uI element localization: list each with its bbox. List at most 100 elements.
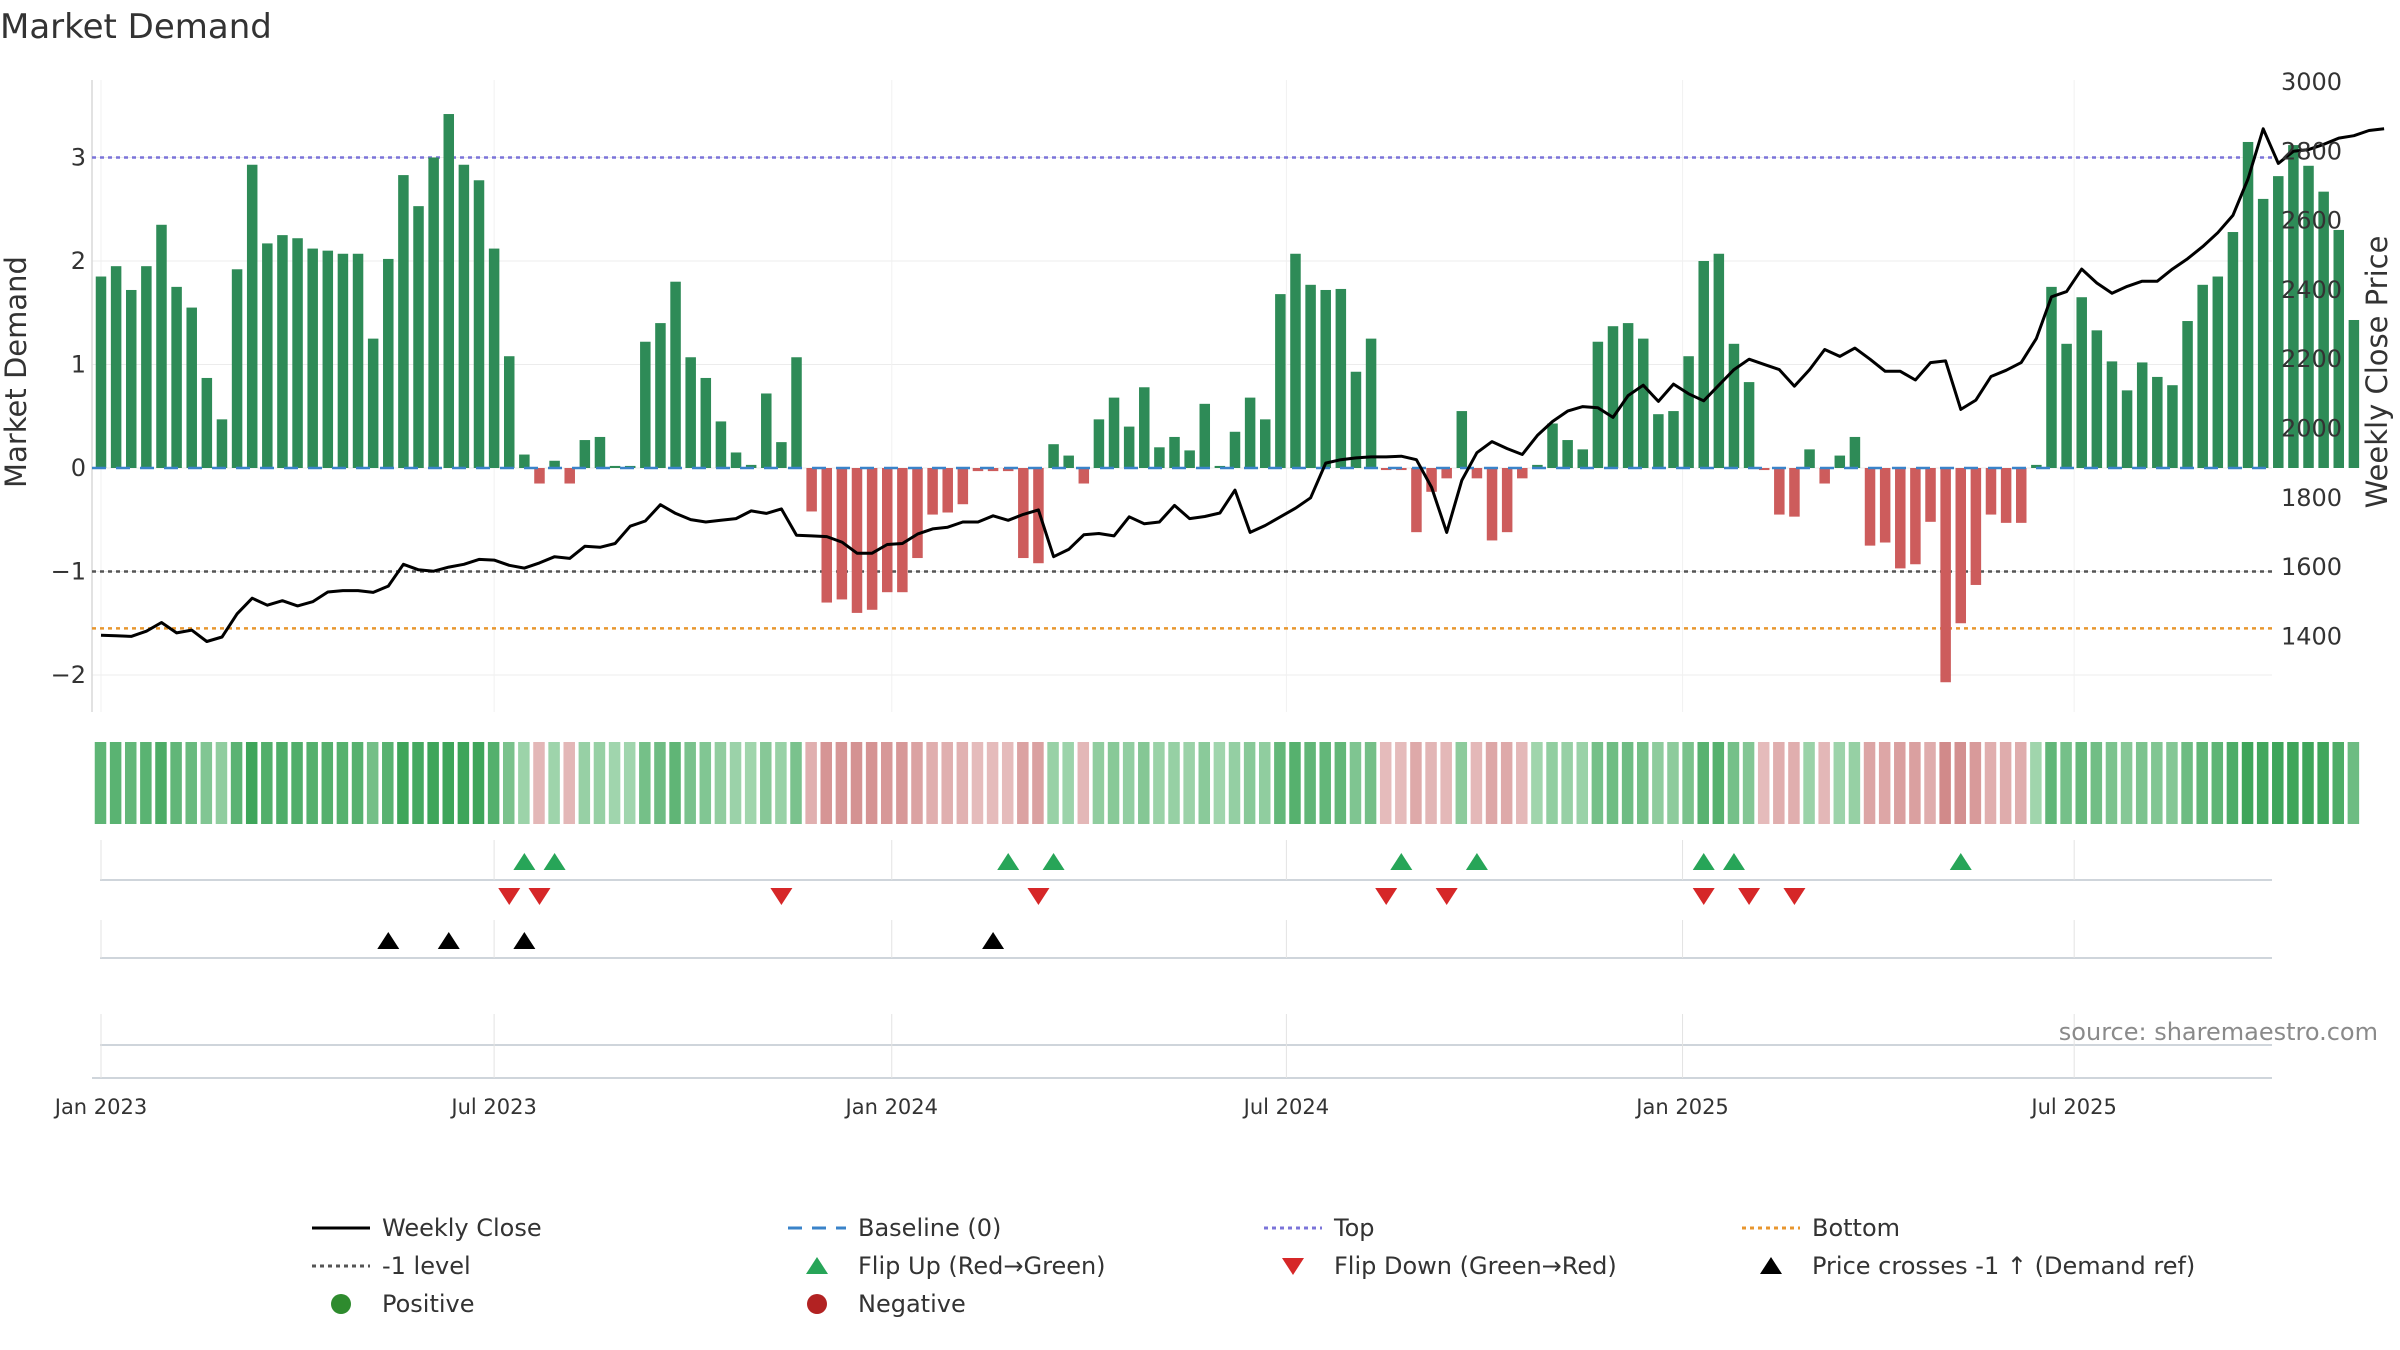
- regime-cell: [911, 742, 923, 824]
- regime-cell: [155, 742, 167, 824]
- regime-cell: [1485, 742, 1498, 824]
- regime-cell: [2302, 742, 2314, 824]
- demand-bar: [322, 250, 334, 468]
- regime-cell: [548, 742, 560, 824]
- demand-bar: [1683, 356, 1694, 468]
- regime-cell: [1878, 742, 1891, 824]
- regime-cell: [1788, 742, 1800, 824]
- demand-bar: [866, 468, 878, 610]
- flip-up-marker: [1465, 853, 1488, 870]
- demand-bar: [1380, 468, 1392, 471]
- regime-cell: [215, 742, 228, 824]
- weekly-close-line: [100, 127, 2385, 643]
- demand-bar: [655, 323, 666, 468]
- regime-cell: [261, 742, 273, 824]
- demand-bar: [398, 175, 409, 468]
- regime-cell: [926, 742, 938, 824]
- regime-cell: [2090, 742, 2103, 824]
- demand-bar: [2348, 319, 2360, 468]
- regime-cell: [170, 742, 182, 824]
- regime-cell: [1228, 742, 1241, 824]
- regime-cell: [1122, 742, 1135, 824]
- legend-swatch: [1760, 1257, 1782, 1274]
- regime-cell: [109, 742, 122, 824]
- regime-cell: [1576, 742, 1589, 824]
- left-axis-label: Market Demand: [0, 256, 33, 488]
- regime-cell: [442, 742, 455, 824]
- left-tick-label: −1: [51, 558, 86, 586]
- demand-bar: [594, 436, 606, 468]
- demand-bar: [1244, 397, 1256, 468]
- legend-label: Weekly Close: [382, 1214, 542, 1242]
- regime-cell: [1712, 742, 1725, 824]
- regime-cell: [230, 742, 243, 824]
- regime-cell: [820, 742, 833, 824]
- demand-bar: [761, 393, 772, 468]
- legend-label: Bottom: [1812, 1214, 1900, 1242]
- demand-bar: [745, 464, 757, 468]
- demand-bar: [337, 253, 349, 468]
- demand-bar: [715, 421, 727, 468]
- legend-item: Weekly Close: [312, 1214, 542, 1242]
- demand-bar: [1426, 468, 1437, 492]
- demand-bar: [1305, 284, 1316, 468]
- demand-bar: [806, 468, 817, 512]
- demand-bar: [1713, 253, 1725, 468]
- regime-cell: [1561, 742, 1573, 824]
- legend-item: Bottom: [1742, 1214, 1900, 1242]
- demand-bar: [1335, 288, 1347, 468]
- regime-cell: [2120, 742, 2133, 824]
- demand-bar: [1985, 468, 1997, 515]
- demand-bar: [640, 341, 651, 468]
- flip-down-marker: [770, 888, 793, 905]
- demand-bar: [1048, 444, 1059, 468]
- demand-bar: [1350, 371, 1362, 468]
- demand-bar: [2121, 390, 2133, 468]
- regime-cell: [760, 742, 772, 824]
- regime-cell: [2151, 742, 2163, 824]
- legend-item: Negative: [807, 1290, 966, 1318]
- right-tick-label: 1600: [2281, 553, 2342, 581]
- regime-cell: [502, 742, 515, 824]
- regime-cell: [397, 742, 409, 824]
- demand-bar: [1728, 343, 1740, 468]
- regime-cell: [457, 742, 470, 824]
- regime-cell: [1894, 742, 1906, 824]
- demand-bar: [1259, 419, 1271, 468]
- reference-lines: [92, 156, 2272, 630]
- price-cross-marker: [982, 932, 1005, 949]
- regime-cell: [1591, 742, 1604, 824]
- regime-cell: [1243, 742, 1256, 824]
- legend-swatch: [331, 1294, 351, 1314]
- regime-cell: [1410, 742, 1422, 824]
- regime-cell: [1773, 742, 1785, 824]
- demand-bar: [1653, 414, 1664, 468]
- demand-bar: [2136, 362, 2148, 468]
- regime-cell: [1606, 742, 1619, 824]
- demand-bar: [367, 338, 379, 468]
- regime-cell: [2317, 742, 2329, 824]
- regime-cell: [563, 742, 575, 824]
- demand-bar: [2333, 229, 2345, 468]
- demand-bar: [277, 235, 288, 468]
- regime-cell: [533, 742, 545, 824]
- regime-cell: [1092, 742, 1105, 824]
- regime-cell: [2211, 742, 2224, 824]
- regime-cell: [140, 742, 152, 824]
- demand-bar: [1955, 468, 1967, 624]
- demand-bar: [1577, 449, 1589, 468]
- flip-up-marker: [1949, 853, 1972, 870]
- flip-down-marker: [528, 888, 551, 905]
- legend-item: Flip Up (Red→Green): [806, 1252, 1106, 1280]
- legend-label: Positive: [382, 1290, 475, 1318]
- demand-bar: [201, 377, 213, 468]
- left-tick-label: 0: [71, 454, 86, 482]
- regime-cell: [1757, 742, 1770, 824]
- demand-bar: [1139, 387, 1150, 468]
- demand-bar: [458, 164, 470, 468]
- regime-cell: [699, 742, 712, 824]
- x-tick-label: Jan 2023: [53, 1095, 148, 1119]
- demand-bar: [1637, 338, 1649, 468]
- regime-cell: [2241, 742, 2254, 824]
- demand-bar: [927, 468, 938, 515]
